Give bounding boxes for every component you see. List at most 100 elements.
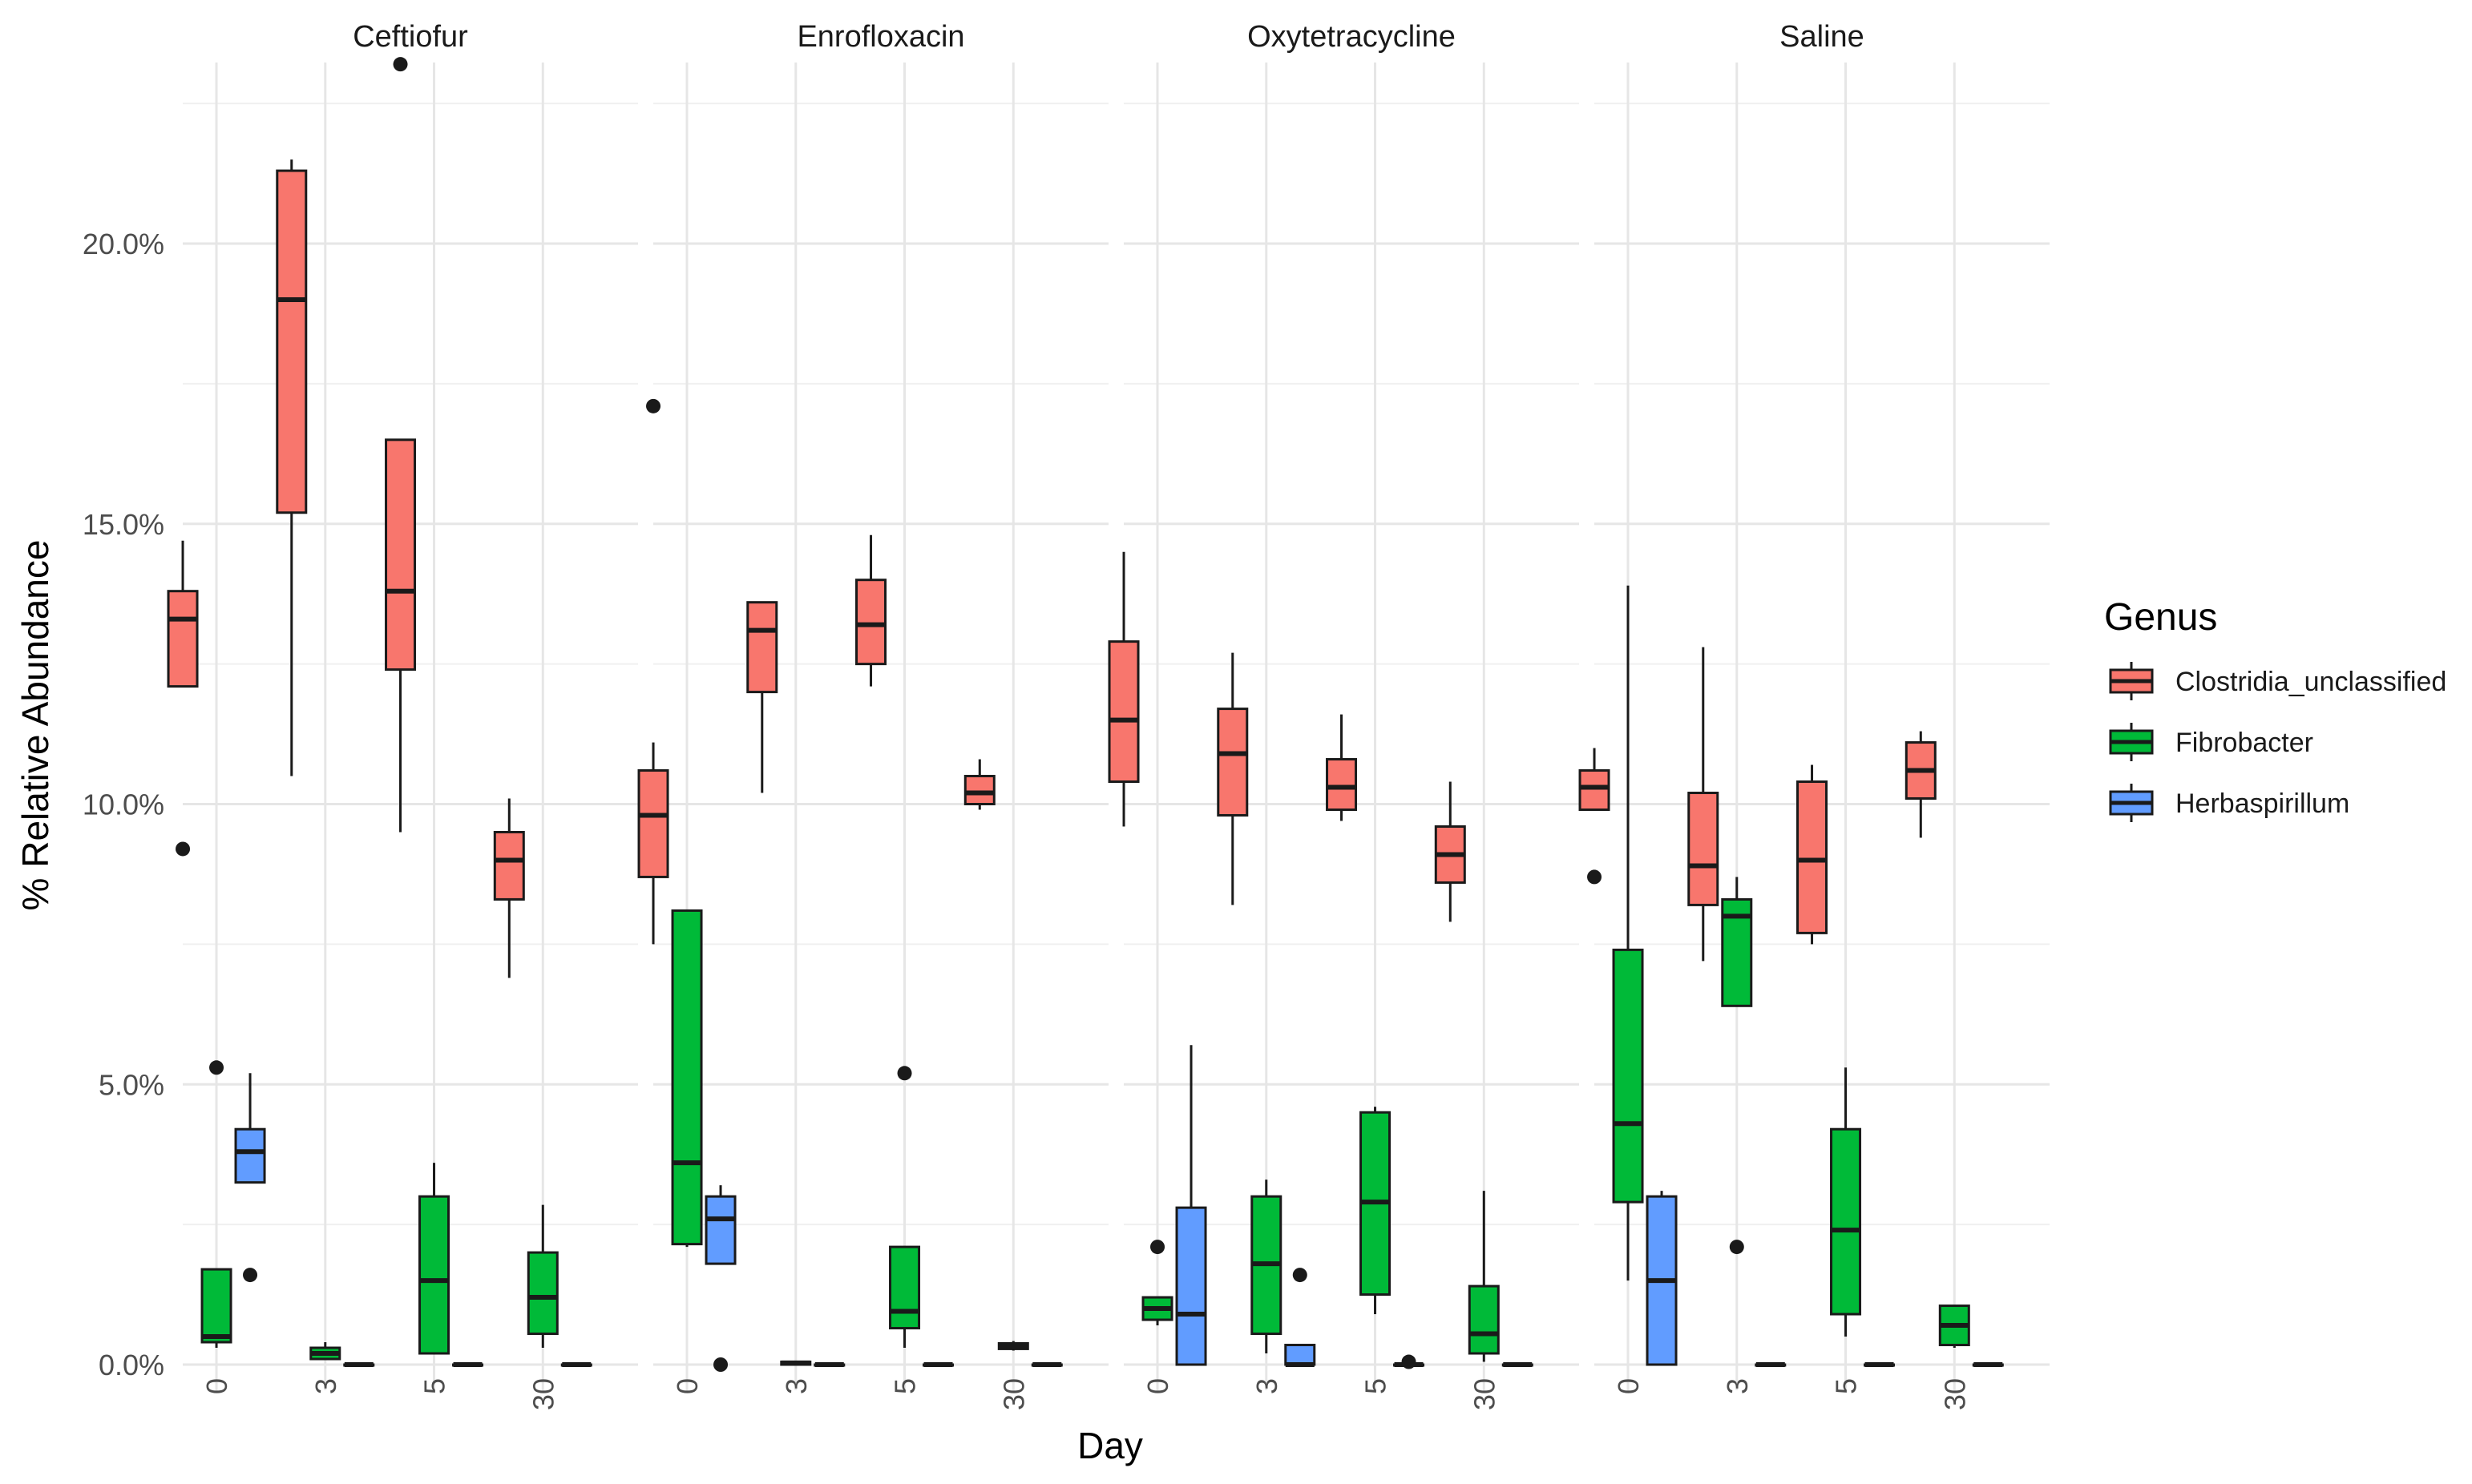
box-herbaspirillum	[1284, 1268, 1316, 1367]
facet-title: Oxytetracycline	[1247, 20, 1456, 54]
box-clostridia_unclassified	[1687, 647, 1719, 962]
y-axis: 0.0% 5.0% 10.0% 15.0% 20.0%	[83, 228, 164, 1381]
box-iqr	[855, 579, 887, 666]
outlier-point	[713, 1357, 729, 1372]
outlier-point	[243, 1268, 258, 1283]
box-fibrobacter	[1359, 1107, 1392, 1315]
y-tick-label: 0.0%	[99, 1349, 164, 1381]
x-tick-label: 0	[1141, 1378, 1174, 1394]
x-tick-label: 30	[1468, 1378, 1501, 1410]
day-group-5: 5	[385, 57, 484, 1394]
legend-label: Fibrobacter	[2175, 728, 2313, 758]
y-tick-label: 10.0%	[83, 788, 164, 821]
box-clostridia_unclassified	[1434, 781, 1466, 922]
box-iqr	[1796, 780, 1828, 934]
panel-enrofloxacin: Enrofloxacin 0 3 5 30	[637, 20, 1109, 1410]
box-fibrobacter	[889, 1066, 921, 1349]
facet-title: Ceftiofur	[353, 20, 468, 54]
box-iqr	[889, 1245, 921, 1330]
box-clostridia_unclassified	[167, 540, 199, 857]
box-clostridia_unclassified	[1326, 714, 1358, 821]
day-group-0: 0	[637, 398, 737, 1394]
box-iqr	[418, 1195, 450, 1355]
x-tick-label: 5	[1830, 1378, 1863, 1394]
day-group-3: 3	[746, 601, 846, 1394]
box-clostridia_unclassified	[963, 759, 996, 810]
box-fibrobacter	[1830, 1067, 1862, 1337]
box-iqr	[1578, 769, 1610, 811]
outlier-point	[1729, 1240, 1744, 1255]
facet-title: Enrofloxacin	[797, 20, 964, 54]
day-group-3: 3	[1217, 652, 1316, 1394]
x-tick-label: 0	[200, 1378, 233, 1394]
box-fibrobacter	[671, 909, 703, 1248]
x-tick-label: 30	[997, 1378, 1030, 1410]
box-fibrobacter	[1938, 1305, 1970, 1349]
outlier-point	[646, 398, 661, 413]
box-iqr	[493, 830, 525, 901]
box-herbaspirillum	[1393, 1354, 1425, 1369]
legend-item: Herbaspirillum	[2109, 784, 2349, 822]
legend-item: Fibrobacter	[2109, 723, 2313, 761]
box-iqr	[527, 1251, 559, 1336]
box-iqr	[1687, 792, 1719, 906]
x-tick-label: 3	[309, 1378, 342, 1394]
outlier-point	[393, 57, 408, 72]
box-clostridia_unclassified	[1796, 764, 1828, 945]
box-iqr	[1217, 708, 1249, 817]
x-tick-label: 30	[527, 1378, 559, 1410]
x-tick-label: 0	[671, 1378, 704, 1394]
x-tick-label: 3	[780, 1378, 813, 1394]
box-clostridia_unclassified	[746, 601, 778, 793]
x-tick-label: 3	[1721, 1378, 1754, 1394]
day-group-30: 30	[493, 798, 592, 1410]
box-clostridia_unclassified	[1217, 652, 1249, 905]
day-group-30: 30	[1434, 781, 1533, 1410]
day-group-5: 5	[855, 534, 955, 1394]
outlier-point	[1401, 1354, 1416, 1369]
box-fibrobacter	[1250, 1180, 1282, 1354]
box-herbaspirillum	[1646, 1191, 1678, 1366]
box-iqr	[637, 769, 669, 878]
day-group-0: 0	[1108, 551, 1207, 1394]
outlier-point	[209, 1060, 224, 1075]
box-fibrobacter	[527, 1204, 559, 1349]
box-iqr	[200, 1268, 232, 1344]
y-axis-title: % Relative Abundance	[14, 540, 56, 911]
box-clostridia_unclassified	[1578, 748, 1610, 885]
x-tick-label: 3	[1250, 1378, 1283, 1394]
outlier-point	[176, 841, 191, 857]
legend-label: Herbaspirillum	[2175, 788, 2349, 819]
x-tick-label: 5	[889, 1378, 922, 1394]
box-iqr	[1108, 640, 1140, 784]
box-iqr	[1326, 758, 1358, 811]
box-iqr	[963, 775, 996, 806]
facet-title: Saline	[1779, 20, 1864, 54]
day-group-0: 0	[1578, 585, 1678, 1394]
box-iqr	[705, 1195, 737, 1265]
box-fibrobacter	[200, 1060, 232, 1349]
legend-item: Clostridia_unclassified	[2109, 662, 2446, 700]
box-iqr	[1284, 1344, 1316, 1366]
box-fibrobacter	[418, 1163, 450, 1355]
outlier-point	[1587, 869, 1602, 885]
box-iqr	[167, 590, 199, 688]
box-iqr	[1830, 1127, 1862, 1316]
day-group-30: 30	[1904, 731, 2004, 1410]
day-group-5: 5	[1796, 764, 1896, 1394]
x-tick-label: 0	[1612, 1378, 1645, 1394]
panel-ceftiofur: Ceftiofur 0 3 5 30	[167, 20, 638, 1410]
box-iqr	[234, 1127, 266, 1184]
day-group-5: 5	[1326, 714, 1425, 1394]
x-tick-label: 30	[1938, 1378, 1971, 1410]
panel-oxytetracycline: Oxytetracycline 0 3 5 30	[1108, 20, 1579, 1410]
panel-saline: Saline 0 3 5 30	[1578, 20, 2050, 1410]
outlier-point	[1150, 1240, 1165, 1255]
box-iqr	[1175, 1206, 1207, 1366]
box-clostridia_unclassified	[276, 159, 308, 776]
day-group-3: 3	[276, 159, 375, 1394]
box-iqr	[671, 909, 703, 1246]
box-clostridia_unclassified	[385, 57, 417, 833]
x-tick-label: 5	[418, 1378, 451, 1394]
